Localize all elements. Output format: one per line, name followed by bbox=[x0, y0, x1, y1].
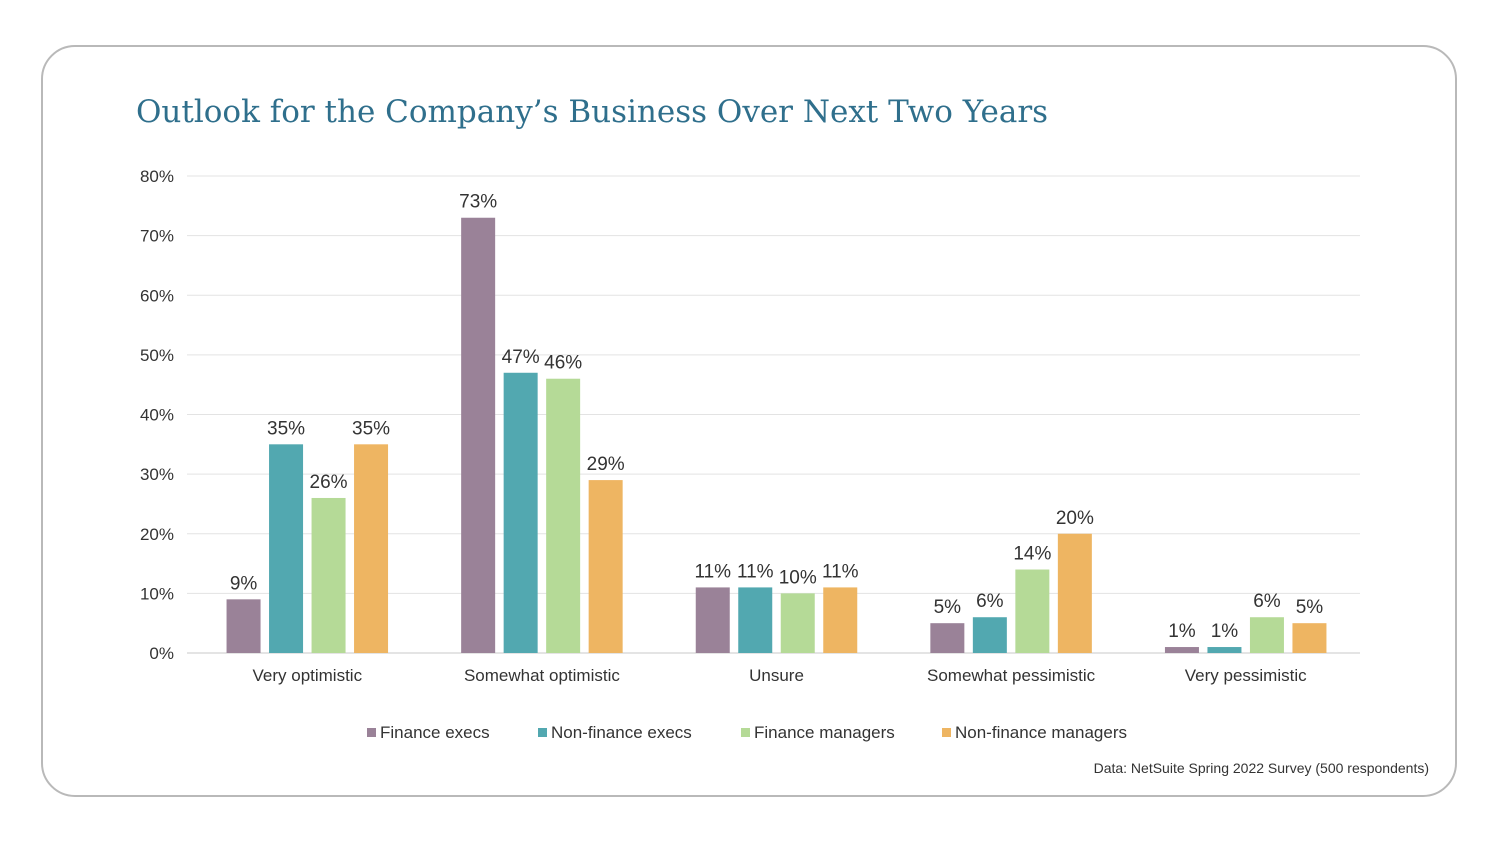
bar bbox=[738, 587, 773, 653]
legend-label: Finance execs bbox=[380, 723, 490, 742]
data-label: 6% bbox=[976, 591, 1004, 612]
data-label: 47% bbox=[502, 347, 540, 368]
data-label: 26% bbox=[310, 472, 348, 493]
y-tick-label: 80% bbox=[140, 167, 174, 186]
data-label: 11% bbox=[737, 561, 774, 582]
data-label: 1% bbox=[1168, 621, 1196, 642]
data-label: 5% bbox=[934, 597, 962, 618]
bar bbox=[1292, 623, 1327, 653]
data-label: 29% bbox=[587, 454, 625, 475]
x-tick-label: Somewhat optimistic bbox=[464, 666, 620, 685]
legend-swatch bbox=[538, 728, 547, 737]
data-label: 20% bbox=[1056, 508, 1094, 529]
x-tick-label: Very pessimistic bbox=[1185, 666, 1307, 685]
bar bbox=[546, 378, 581, 653]
bar bbox=[311, 497, 346, 653]
y-tick-label: 40% bbox=[140, 406, 174, 425]
bar bbox=[1164, 647, 1199, 653]
x-tick-label: Somewhat pessimistic bbox=[927, 666, 1096, 685]
chart-card bbox=[41, 45, 1457, 797]
y-tick-label: 0% bbox=[149, 644, 174, 663]
data-label: 73% bbox=[459, 192, 497, 213]
data-label: 46% bbox=[544, 353, 582, 374]
x-tick-label: Unsure bbox=[749, 666, 804, 685]
data-label: 35% bbox=[352, 418, 390, 439]
bar bbox=[461, 217, 496, 654]
bar bbox=[780, 593, 815, 653]
bar bbox=[1057, 533, 1092, 653]
bar bbox=[1249, 617, 1284, 653]
y-tick-label: 30% bbox=[140, 465, 174, 484]
bar bbox=[823, 587, 858, 653]
y-tick-label: 70% bbox=[140, 227, 174, 246]
data-label: 6% bbox=[1253, 591, 1281, 612]
y-tick-label: 20% bbox=[140, 525, 174, 544]
data-label: 14% bbox=[1013, 544, 1051, 565]
legend-swatch bbox=[367, 728, 376, 737]
y-tick-label: 10% bbox=[140, 584, 174, 603]
data-label: 11% bbox=[694, 561, 731, 582]
legend-label: Non-finance execs bbox=[551, 723, 692, 742]
data-label: 9% bbox=[230, 573, 258, 594]
data-label: 5% bbox=[1296, 597, 1324, 618]
x-tick-label: Very optimistic bbox=[253, 666, 363, 685]
bar bbox=[226, 599, 261, 653]
legend-label: Finance managers bbox=[754, 723, 895, 742]
bar bbox=[503, 372, 538, 653]
y-tick-label: 60% bbox=[140, 286, 174, 305]
legend-swatch bbox=[741, 728, 750, 737]
source-note: Data: NetSuite Spring 2022 Survey (500 r… bbox=[1093, 760, 1429, 776]
bar bbox=[354, 444, 389, 653]
chart-title: Outlook for the Company’s Business Over … bbox=[136, 94, 1049, 130]
legend-swatch bbox=[942, 728, 951, 737]
bar bbox=[1015, 569, 1050, 653]
data-label: 11% bbox=[822, 561, 859, 582]
bar bbox=[1207, 647, 1242, 653]
bar bbox=[588, 480, 623, 653]
bar bbox=[269, 444, 304, 653]
data-label: 35% bbox=[267, 418, 305, 439]
bar bbox=[695, 587, 730, 653]
y-tick-label: 50% bbox=[140, 346, 174, 365]
data-label: 1% bbox=[1211, 621, 1239, 642]
bar bbox=[930, 623, 965, 653]
data-label: 10% bbox=[779, 567, 817, 588]
legend-label: Non-finance managers bbox=[955, 723, 1127, 742]
bar bbox=[972, 617, 1007, 653]
